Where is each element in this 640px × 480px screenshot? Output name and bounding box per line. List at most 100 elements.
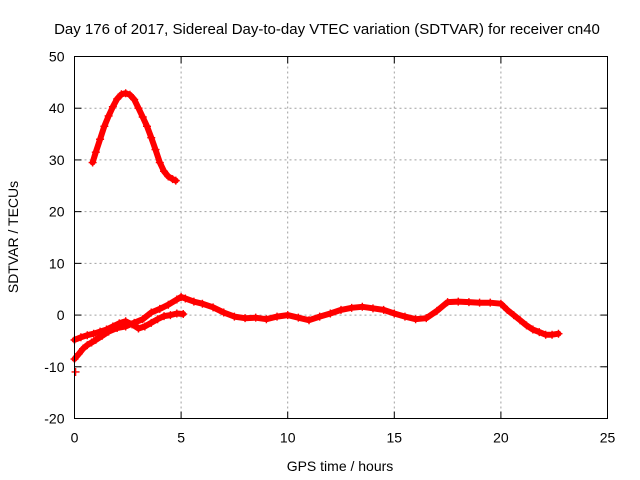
data-point xyxy=(102,325,111,334)
data-point xyxy=(128,320,137,329)
data-point xyxy=(138,113,147,122)
data-point xyxy=(209,303,218,312)
data-point xyxy=(87,338,96,347)
data-point xyxy=(368,304,377,313)
y-tick-label: 20 xyxy=(49,204,65,220)
grid xyxy=(74,56,608,419)
data-point xyxy=(443,298,452,307)
data-point xyxy=(528,325,537,334)
x-tick-label: 20 xyxy=(493,430,509,446)
data-point xyxy=(554,329,563,338)
data-point xyxy=(422,314,431,323)
y-axis-label: SDTVAR / TECUs xyxy=(5,181,21,293)
x-tick-label: 5 xyxy=(177,430,185,446)
series-line xyxy=(89,90,179,184)
plot-area xyxy=(70,89,563,376)
data-point xyxy=(400,312,409,321)
data-point xyxy=(535,328,544,337)
data-point xyxy=(134,324,143,333)
data-point xyxy=(142,122,151,131)
series-outlier xyxy=(71,367,80,376)
data-point xyxy=(96,135,105,144)
data-point xyxy=(241,314,250,323)
data-point xyxy=(88,158,97,167)
data-point xyxy=(108,322,117,331)
data-point xyxy=(454,297,463,306)
data-point xyxy=(100,122,109,131)
data-point xyxy=(160,312,169,321)
data-point xyxy=(305,316,314,325)
data-point xyxy=(509,311,518,320)
data-point xyxy=(134,104,143,113)
plot-frame xyxy=(74,56,608,419)
data-point xyxy=(147,308,156,317)
y-tick-label: 0 xyxy=(57,307,65,323)
series-high-arc xyxy=(88,89,180,185)
data-point xyxy=(548,330,557,339)
data-point xyxy=(147,133,156,142)
data-point xyxy=(486,298,495,307)
data-point xyxy=(79,344,88,353)
data-point xyxy=(166,311,175,320)
y-tick-label: -20 xyxy=(44,411,64,427)
data-point xyxy=(164,172,173,181)
data-point xyxy=(172,295,181,304)
data-point xyxy=(108,102,117,111)
y-tick-label: -10 xyxy=(44,359,64,375)
x-tick-label: 0 xyxy=(71,430,79,446)
data-point xyxy=(121,89,130,98)
data-point xyxy=(516,316,525,325)
data-point xyxy=(76,333,85,342)
data-point xyxy=(83,341,92,350)
data-point xyxy=(83,331,92,340)
data-point xyxy=(230,312,239,321)
data-point xyxy=(104,111,113,120)
data-point xyxy=(160,167,169,176)
data-point xyxy=(96,327,105,336)
data-point xyxy=(113,94,122,103)
data-point xyxy=(326,309,335,318)
data-point xyxy=(379,305,388,314)
data-point xyxy=(179,310,188,319)
x-tick-label: 25 xyxy=(600,430,616,446)
data-point xyxy=(315,312,324,321)
data-point xyxy=(475,298,484,307)
data-point xyxy=(432,306,441,315)
data-point xyxy=(177,292,186,301)
y-tick-label: 10 xyxy=(49,255,65,271)
data-point xyxy=(155,158,164,167)
data-point xyxy=(147,318,156,327)
data-point xyxy=(464,298,473,307)
data-point xyxy=(117,90,126,99)
data-point xyxy=(411,315,420,324)
data-point xyxy=(89,329,98,338)
data-point xyxy=(71,367,80,376)
y-tick-label: 30 xyxy=(49,152,65,168)
data-point xyxy=(189,297,198,306)
data-point xyxy=(74,349,83,358)
data-point xyxy=(390,309,399,318)
data-point xyxy=(262,315,271,324)
data-point xyxy=(130,95,139,104)
series-low-track-b xyxy=(70,309,188,344)
x-tick-label: 15 xyxy=(387,430,403,446)
chart-title: Day 176 of 2017, Sidereal Day-to-day VTE… xyxy=(54,21,600,38)
data-point xyxy=(155,304,164,313)
data-point xyxy=(496,299,505,308)
x-axis-label: GPS time / hours xyxy=(287,458,394,474)
data-point xyxy=(121,317,130,326)
data-point xyxy=(522,321,531,330)
data-point xyxy=(115,319,124,328)
data-point xyxy=(140,322,149,331)
axis-ticks: 0 5 10 15 20 25 -20 -10 0 10 20 30 40 50 xyxy=(44,49,615,446)
x-tick-label: 10 xyxy=(280,430,296,446)
data-point xyxy=(151,145,160,154)
data-point xyxy=(91,148,100,157)
y-tick-label: 50 xyxy=(49,49,65,65)
data-point xyxy=(337,305,345,314)
data-point xyxy=(181,294,190,303)
data-point xyxy=(273,312,282,321)
data-point xyxy=(138,315,147,324)
data-point xyxy=(503,305,512,314)
